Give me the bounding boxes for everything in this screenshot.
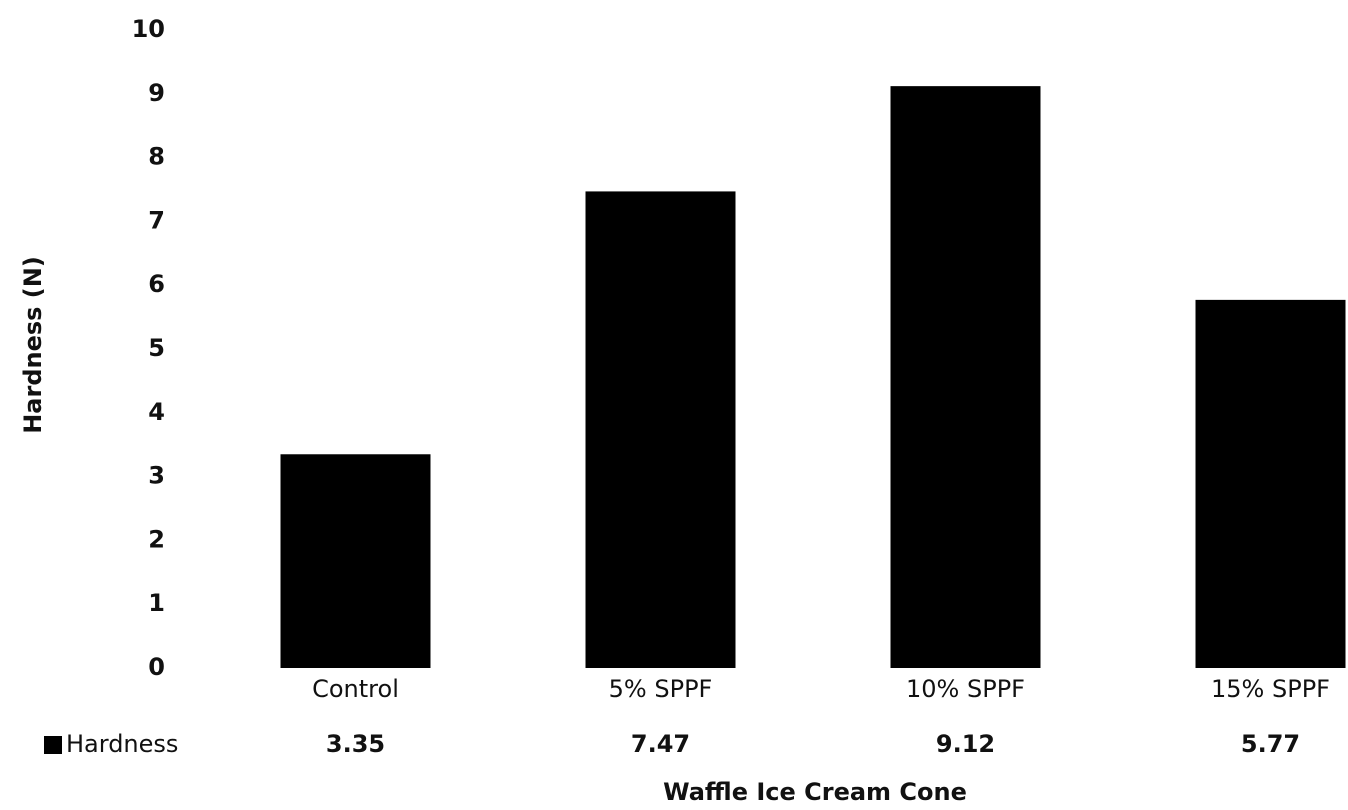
y-tick-label: 0 xyxy=(148,653,165,681)
bar xyxy=(1195,299,1346,668)
legend-label: Hardness xyxy=(66,730,178,758)
x-tick-label: Control xyxy=(312,675,399,703)
y-tick-label: 7 xyxy=(148,206,165,234)
y-tick-label: 8 xyxy=(148,143,165,171)
y-tick-label: 10 xyxy=(132,15,165,43)
y-tick-label: 6 xyxy=(148,270,165,298)
bar xyxy=(280,454,431,668)
legend-swatch xyxy=(44,736,62,754)
y-tick-label: 2 xyxy=(148,525,165,553)
x-tick-label: 5% SPPF xyxy=(609,675,713,703)
y-tick-label: 4 xyxy=(148,398,165,426)
y-tick-label: 1 xyxy=(148,589,165,617)
x-axis-title: Waffle Ice Cream Cone xyxy=(663,778,967,806)
bar xyxy=(585,191,736,668)
table-value: 5.77 xyxy=(1241,730,1300,758)
y-tick-label: 3 xyxy=(148,462,165,490)
y-tick-label: 9 xyxy=(148,79,165,107)
x-tick-label: 10% SPPF xyxy=(906,675,1025,703)
x-tick-label: 15% SPPF xyxy=(1211,675,1330,703)
table-value: 9.12 xyxy=(936,730,995,758)
y-axis-title: Hardness (N) xyxy=(19,256,47,434)
table-value: 3.35 xyxy=(326,730,385,758)
bar xyxy=(890,86,1041,669)
table-value: 7.47 xyxy=(631,730,690,758)
y-tick-label: 5 xyxy=(148,334,165,362)
